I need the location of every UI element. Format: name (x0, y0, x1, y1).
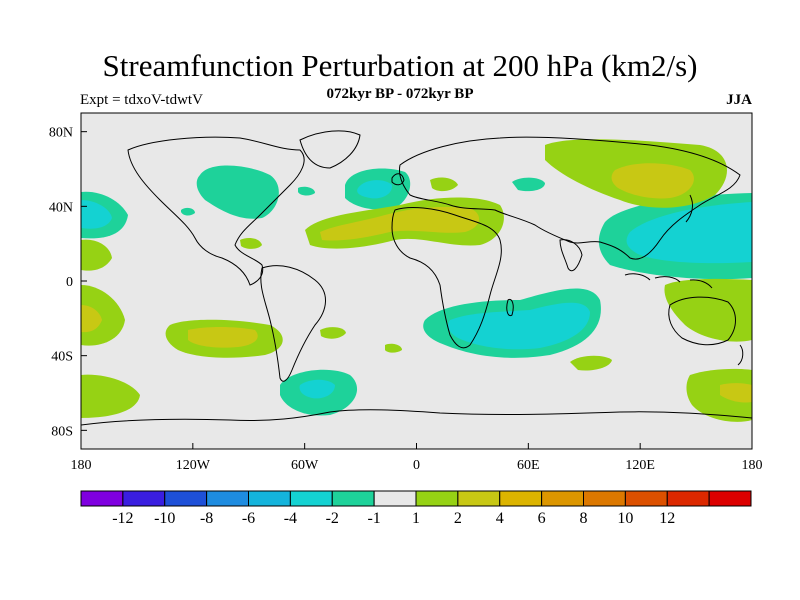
neg-region-eurasia-small (512, 177, 545, 192)
colorbar-swatch (583, 490, 626, 507)
coastlines (81, 130, 752, 426)
colorbar: -12 -10 -8 -6 -4 -2 -1 1 2 4 6 8 10 12 (80, 490, 752, 527)
y-tick-label: 80S (51, 424, 73, 439)
colorbar-label: -4 (284, 510, 297, 527)
neg-region-gulf (181, 207, 195, 216)
neg-core-pacific-west (81, 200, 112, 229)
colorbar-swatch (415, 490, 459, 507)
pos-region-pacific-sw (81, 239, 112, 271)
pos-core-n-africa-europe (320, 206, 480, 241)
pos-core-pacific-s (81, 305, 102, 333)
colorbar-swatch (206, 490, 249, 507)
colorbar-label: 1 (412, 510, 420, 527)
neg-core-asia-pacific (626, 202, 752, 264)
neg-core-n-atlantic (357, 180, 393, 199)
colorbar-swatch (331, 490, 375, 507)
neg-core-s-atlantic-indian (448, 302, 590, 350)
colorbar-label: 4 (496, 510, 504, 527)
colorbar-swatch (541, 490, 584, 507)
colorbar-swatch (164, 490, 208, 507)
x-tick-label: 120E (625, 458, 655, 473)
neg-region-n-america (196, 165, 279, 219)
y-tick-label: 40N (49, 200, 73, 215)
colorbar-swatch (708, 490, 752, 507)
colorbar-swatch (248, 490, 291, 507)
x-tick-label: 180 (742, 458, 763, 473)
colorbar-label: -12 (112, 510, 133, 527)
colorbar-swatch (80, 490, 124, 507)
coast-north-america (127, 136, 305, 286)
colorbar-label: 6 (538, 510, 546, 527)
colorbar-swatch (373, 490, 417, 507)
x-axis: 180 120W 60W 0 60E 120E 180 (71, 443, 763, 473)
coast-new-zealand (737, 344, 744, 366)
coast-madagascar (506, 298, 514, 317)
experiment-label: Expt = tdxoV-tdwtV (80, 92, 203, 108)
pos-core-australia-s (720, 383, 752, 403)
coast-greenland (299, 130, 361, 169)
y-tick-label: 0 (66, 275, 73, 290)
pos-core-south-pacific-east (188, 327, 258, 348)
colorbar-label: 10 (617, 510, 633, 527)
y-axis: 80N 40N 0 40S 80S (49, 126, 87, 439)
neg-region-atlantic-ne (298, 186, 315, 196)
colorbar-label: 12 (659, 510, 675, 527)
pos-region-indonesia (664, 278, 752, 342)
season-label: JJA (726, 92, 752, 108)
pos-region-s-atlantic-mid (385, 343, 402, 353)
contour-fills (81, 139, 752, 422)
colorbar-swatch (499, 490, 543, 507)
coast-australia (668, 296, 736, 346)
x-tick-label: 0 (413, 458, 420, 473)
pos-region-s-pacific-west (81, 374, 140, 418)
colorbar-swatch (624, 490, 668, 507)
x-tick-label: 60W (291, 458, 319, 473)
pos-core-siberia (611, 163, 694, 199)
neg-core-s-america-south (299, 379, 335, 399)
y-tick-label: 80N (49, 126, 73, 141)
coast-india (559, 239, 583, 272)
pos-region-indian-south (570, 355, 612, 371)
pos-region-russia-west (430, 177, 458, 192)
pos-region-atlantic-sq (320, 327, 346, 339)
colorbar-label: -1 (367, 510, 380, 527)
colorbar-label: 2 (454, 510, 462, 527)
colorbar-label: -10 (154, 510, 175, 527)
coast-uk (391, 173, 405, 186)
pos-region-australia-s (686, 368, 752, 422)
coast-south-america (260, 265, 326, 382)
coast-africa (391, 207, 502, 349)
x-tick-label: 120W (176, 458, 211, 473)
x-tick-label: 60E (517, 458, 540, 473)
colorbar-swatch (457, 490, 501, 507)
coast-eurasia (399, 136, 741, 260)
colorbar-label: 8 (580, 510, 588, 527)
colorbar-swatch (122, 490, 166, 507)
colorbar-swatch (666, 490, 710, 507)
x-tick-label: 180 (71, 458, 92, 473)
map-title: Streamfunction Perturbation at 200 hPa (… (102, 48, 698, 83)
map-subtitle: 072kyr BP - 072kyr BP (326, 86, 474, 102)
coast-indonesia (624, 273, 713, 289)
colorbar-label: -8 (200, 510, 213, 527)
coast-antarctica (81, 409, 752, 426)
colorbar-swatch (289, 490, 333, 507)
coast-japan (685, 194, 694, 223)
colorbar-label: -2 (326, 510, 339, 527)
pos-region-caribbean (240, 237, 262, 249)
colorbar-label: -6 (242, 510, 255, 527)
y-tick-label: 40S (51, 350, 73, 365)
